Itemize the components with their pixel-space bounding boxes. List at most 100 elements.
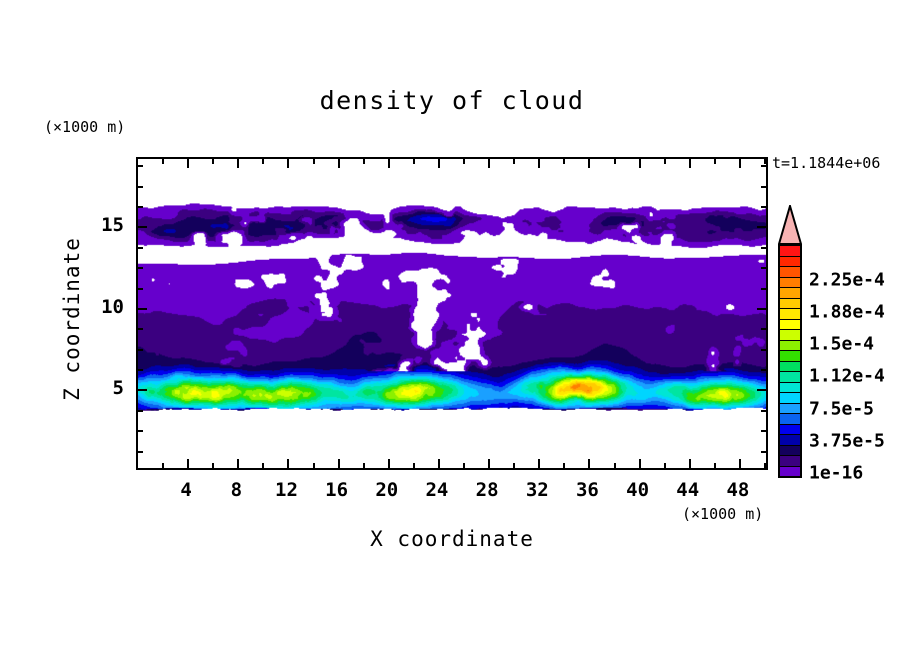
x-tick-top-14	[312, 159, 315, 164]
y-tick-right-18.75	[761, 165, 766, 168]
x-tick-top-12	[287, 159, 290, 168]
x-tick-top-8	[237, 159, 240, 168]
x-tick-28	[488, 459, 491, 468]
y-tick-right-1.25	[761, 450, 766, 453]
x-tick-8	[237, 459, 240, 468]
y-tick-3.75	[138, 409, 143, 412]
x-tick-label-4: 4	[180, 479, 192, 501]
x-tick-top-34	[563, 159, 566, 164]
x-tick-48	[738, 459, 741, 468]
y-tick-12.5	[138, 267, 143, 270]
x-tick-12	[287, 459, 290, 468]
x-tick-top-46	[713, 159, 716, 164]
x-tick-label-12: 12	[275, 479, 298, 501]
colorbar-band-16	[780, 414, 800, 425]
y-tick-label-15: 15	[101, 214, 124, 237]
x-tick-26	[463, 463, 466, 468]
colorbar-label-3.75e-5: 3.75e-5	[809, 430, 885, 452]
y-tick-right-8.75	[761, 328, 766, 331]
x-tick-top-18	[362, 159, 365, 164]
y-tick-label-5: 5	[112, 377, 124, 400]
y-tick-right-15	[757, 226, 766, 229]
colorbar-band-4	[780, 288, 800, 299]
colorbar-band-21	[780, 466, 800, 476]
colorbar-band-17	[780, 424, 800, 435]
colorbar: 2.25e-4 1.88e-4 1.5e-4 1.12e-4 7.5e-5 3.75e-5…	[778, 205, 904, 484]
y-tick-right-12.5	[761, 267, 766, 270]
x-tick-top-16	[337, 159, 340, 168]
colorbar-band-9	[780, 340, 800, 351]
x-tick-top-50	[763, 159, 766, 164]
colorbar-band-18	[780, 435, 800, 446]
x-tick-34	[563, 463, 566, 468]
y-tick-1.25	[138, 450, 143, 453]
x-tick-label-48: 48	[726, 479, 750, 501]
x-tick-top-22	[412, 159, 415, 164]
x-axis-unit-label: (×1000 m)	[682, 505, 764, 523]
x-tick-label-44: 44	[676, 479, 700, 501]
y-tick-right-5	[757, 389, 766, 392]
x-tick-24	[437, 459, 440, 468]
x-tick-36	[588, 459, 591, 468]
contour-plot-area	[136, 157, 768, 470]
x-tick-50	[763, 463, 766, 468]
y-tick-right-11.25	[761, 287, 766, 290]
colorbar-band-1	[780, 256, 800, 267]
colorbar-band-8	[780, 330, 800, 341]
y-tick-17.5	[138, 185, 143, 188]
x-tick-top-10	[262, 159, 265, 164]
y-tick-right-10	[757, 307, 766, 310]
x-tick-top-26	[463, 159, 466, 164]
colorbar-band-2	[780, 267, 800, 278]
x-tick-top-44	[688, 159, 691, 168]
x-tick-32	[538, 459, 541, 468]
x-tick-top-36	[588, 159, 591, 168]
colorbar-label-1.12e-4: 1.12e-4	[809, 365, 885, 387]
x-tick-label-28: 28	[475, 479, 499, 501]
x-tick-top-48	[738, 159, 741, 168]
x-tick-10	[262, 463, 265, 468]
y-tick-right-13.75	[761, 246, 766, 249]
colorbar-band-0	[780, 246, 800, 257]
colorbar-band-10	[780, 351, 800, 362]
x-tick-label-16: 16	[325, 479, 349, 501]
y-tick-8.75	[138, 328, 143, 331]
y-tick-right-17.5	[761, 185, 766, 188]
colorbar-band-7	[780, 319, 800, 330]
x-tick-label-36: 36	[575, 479, 599, 501]
colorbar-label-7.5e-5: 7.5e-5	[809, 398, 875, 420]
x-tick-30	[513, 463, 516, 468]
y-tick-right-16.25	[761, 206, 766, 209]
colorbar-band-12	[780, 372, 800, 383]
y-tick-5	[138, 389, 147, 392]
x-tick-top-40	[638, 159, 641, 168]
x-tick-top-2	[162, 159, 165, 164]
x-tick-top-24	[437, 159, 440, 168]
y-tick-10	[138, 307, 147, 310]
colorbar-band-3	[780, 277, 800, 288]
x-tick-top-6	[212, 159, 215, 164]
x-tick-top-20	[387, 159, 390, 168]
x-tick-top-28	[488, 159, 491, 168]
x-tick-top-32	[538, 159, 541, 168]
x-tick-4	[187, 459, 190, 468]
colorbar-band-19	[780, 445, 800, 456]
x-tick-top-42	[663, 159, 666, 164]
y-tick-16.25	[138, 206, 143, 209]
x-tick-14	[312, 463, 315, 468]
y-tick-6.25	[138, 369, 143, 372]
colorbar-band-20	[780, 456, 800, 467]
x-tick-44	[688, 459, 691, 468]
x-tick-top-30	[513, 159, 516, 164]
colorbar-band-5	[780, 298, 800, 309]
x-tick-16	[337, 459, 340, 468]
x-tick-label-32: 32	[525, 479, 549, 501]
x-tick-label-20: 20	[375, 479, 399, 501]
x-tick-label-8: 8	[230, 479, 243, 501]
timestamp-annotation: t=1.1844e+06	[772, 154, 881, 172]
y-tick-11.25	[138, 287, 143, 290]
colorbar-label-1e-16: 1e-16	[809, 462, 864, 484]
y-tick-right-6.25	[761, 369, 766, 372]
x-tick-42	[663, 463, 666, 468]
colorbar-label-1.5e-4: 1.5e-4	[809, 333, 875, 355]
